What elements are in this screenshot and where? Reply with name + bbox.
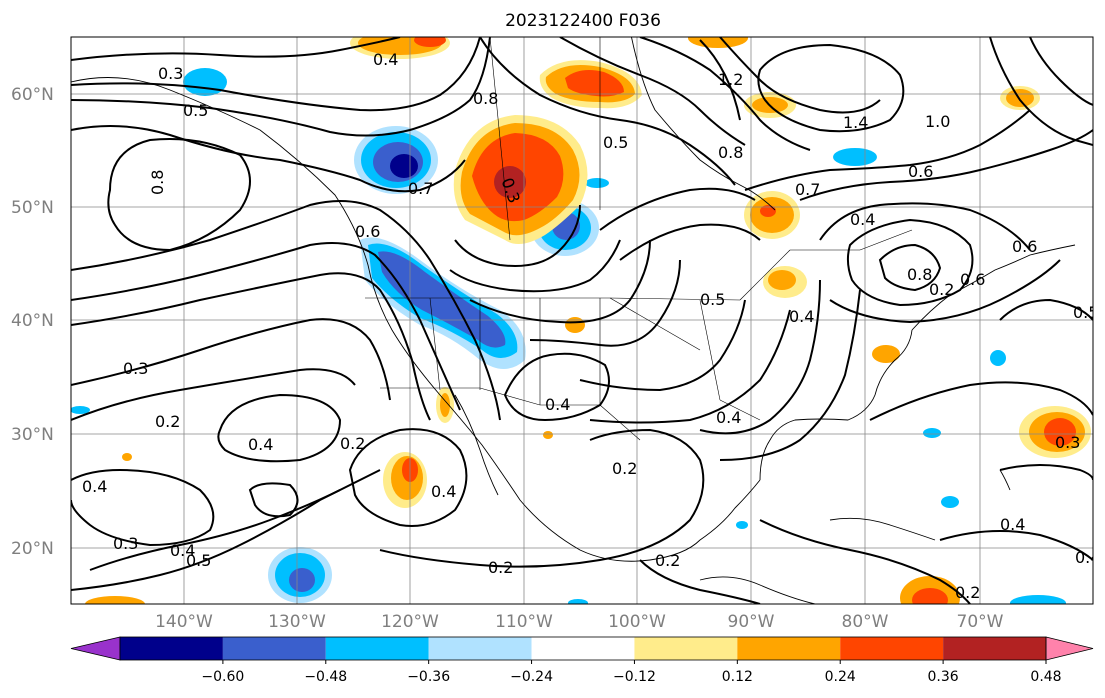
contour-label: 0.5 bbox=[183, 101, 208, 120]
contour-label: 0.8 bbox=[473, 89, 498, 108]
lat-label: 20°N bbox=[11, 539, 54, 559]
colorbar-segment bbox=[634, 637, 738, 660]
colorbar-tick-label: −0.12 bbox=[613, 669, 656, 685]
contour-label: 1.4 bbox=[843, 113, 868, 132]
contour-label: 0.3 bbox=[158, 64, 183, 83]
contour-label: 0.3 bbox=[113, 534, 138, 553]
colorbar-tick-label: 0.36 bbox=[928, 669, 959, 685]
contour-label: 0.2 bbox=[955, 583, 980, 602]
latitude-labels: 60°N 50°N 40°N 30°N 20°N bbox=[11, 85, 54, 559]
contour-label: 0.5 bbox=[603, 133, 628, 152]
contour-label: 0.4 bbox=[1000, 515, 1025, 534]
colorbar-border bbox=[119, 636, 1047, 661]
contour-label: 0.5 bbox=[700, 290, 725, 309]
contour-label: 0.4 bbox=[82, 477, 107, 496]
contour-label: 0.2 bbox=[340, 434, 365, 453]
contour-label: 0.4 bbox=[248, 435, 273, 454]
contour-label: 0.6 bbox=[908, 162, 933, 181]
contour-label: 0.4 bbox=[1075, 548, 1100, 567]
contour-label: 0.4 bbox=[850, 210, 875, 229]
colorbar-segment bbox=[428, 637, 532, 660]
contour-label: 0.8 bbox=[718, 143, 743, 162]
contour-label: 0.8 bbox=[907, 265, 932, 284]
lon-label: 140°W bbox=[155, 612, 213, 632]
lat-label: 30°N bbox=[11, 425, 54, 445]
lon-label: 120°W bbox=[381, 612, 439, 632]
contour-label: 0.2 bbox=[612, 459, 637, 478]
lon-label: 130°W bbox=[268, 612, 326, 632]
contour-label: 0.7 bbox=[795, 180, 820, 199]
lon-label: 90°W bbox=[728, 612, 775, 632]
lat-label: 40°N bbox=[11, 311, 54, 331]
colorbar-tick-label: −0.36 bbox=[407, 669, 450, 685]
contour-label: 1.0 bbox=[925, 112, 950, 131]
colorbar-tick-label: −0.24 bbox=[510, 669, 553, 685]
lon-label: 80°W bbox=[842, 612, 889, 632]
contour-label: 0.4 bbox=[373, 50, 398, 69]
colorbar-segment bbox=[943, 637, 1046, 660]
colorbar-segment bbox=[840, 637, 944, 660]
contour-label: 0.2 bbox=[155, 412, 180, 431]
lon-label: 100°W bbox=[608, 612, 666, 632]
colorbar-tick-label: −0.60 bbox=[201, 669, 244, 685]
contour-label: 0.4 bbox=[431, 482, 456, 501]
map-title: 2023122400 F036 bbox=[505, 11, 661, 31]
contour-label: 0.6 bbox=[355, 222, 380, 241]
contour-label: 0.2 bbox=[655, 551, 680, 570]
contour-label: 1.2 bbox=[718, 70, 743, 89]
colorbar-tick-label: 0.12 bbox=[722, 669, 753, 685]
positive-anomaly-shading bbox=[85, 37, 1091, 604]
lat-label: 50°N bbox=[11, 198, 54, 218]
colorbar: −0.60 −0.48 −0.36 −0.24 −0.12 0.12 0.24 0.36 0.4… bbox=[70, 636, 1094, 685]
colorbar-segment bbox=[120, 637, 223, 660]
contour-label: 0.2 bbox=[929, 280, 954, 299]
contour-label: 0.4 bbox=[789, 307, 814, 326]
contour-label: 0.5 bbox=[186, 551, 211, 570]
colorbar-segment bbox=[531, 637, 635, 660]
lon-label: 70°W bbox=[957, 612, 1004, 632]
colorbar-under-arrow bbox=[70, 636, 121, 661]
colorbar-segment bbox=[325, 637, 429, 660]
colorbar-tick-label: 0.48 bbox=[1030, 669, 1061, 685]
contour-lines bbox=[71, 37, 1093, 604]
contour-label: 0.5 bbox=[1073, 303, 1098, 322]
contour-label: 0.4 bbox=[170, 541, 195, 560]
colorbar-tick-label: 0.24 bbox=[825, 669, 856, 685]
colorbar-segment bbox=[737, 637, 841, 660]
colorbar-over-arrow bbox=[1045, 636, 1094, 661]
contour-label: 0.4 bbox=[545, 395, 570, 414]
contour-label: 0.2 bbox=[488, 558, 513, 577]
lon-label: 110°W bbox=[495, 612, 553, 632]
contour-label: 0.8 bbox=[148, 170, 167, 195]
contour-label: 0.3 bbox=[123, 359, 148, 378]
map-frame bbox=[70, 36, 1094, 605]
contour-label: 0.6 bbox=[1012, 237, 1037, 256]
longitude-labels: 140°W 130°W 120°W 110°W 100°W 90°W 80°W … bbox=[155, 612, 1004, 632]
contour-label: 0.4 bbox=[716, 408, 741, 427]
contour-label: 0.7 bbox=[408, 179, 433, 198]
contour-labels: 0.3 0.5 0.8 0.7 0.6 0.3 0.4 0.2 0.4 0.3 … bbox=[82, 50, 1100, 602]
map-area: 0.3 0.5 0.8 0.7 0.6 0.3 0.4 0.2 0.4 0.3 … bbox=[71, 37, 1100, 604]
lat-label: 60°N bbox=[11, 85, 54, 105]
colorbar-tick-label: −0.48 bbox=[304, 669, 347, 685]
contour-label: 0.3 bbox=[1055, 433, 1080, 452]
colorbar-segment bbox=[222, 637, 326, 660]
coastlines bbox=[71, 37, 1076, 604]
contour-label: 0.6 bbox=[960, 270, 985, 289]
